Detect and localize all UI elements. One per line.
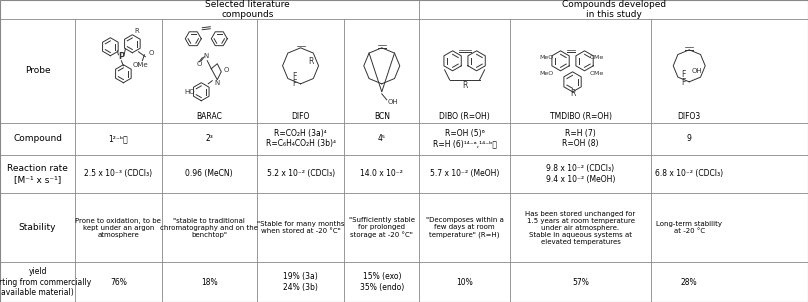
Text: 5.2 x 10⁻² (CDCl₃): 5.2 x 10⁻² (CDCl₃): [267, 169, 335, 178]
Text: R: R: [570, 89, 575, 98]
Text: OH: OH: [388, 99, 398, 105]
Text: "Stable for many months
when stored at -20 °C": "Stable for many months when stored at -…: [257, 221, 344, 234]
Text: yield
(starting from commercially
available material): yield (starting from commercially availa…: [0, 267, 91, 297]
Text: DIFO: DIFO: [292, 112, 309, 121]
Text: Stability: Stability: [19, 223, 57, 232]
Text: 10%: 10%: [457, 278, 473, 287]
Text: BCN: BCN: [374, 112, 389, 121]
Text: R: R: [309, 56, 314, 66]
Text: OMe: OMe: [589, 55, 604, 60]
Text: O: O: [149, 50, 154, 56]
Text: MeO: MeO: [540, 71, 553, 76]
Text: 18%: 18%: [201, 278, 217, 287]
Text: BARAC: BARAC: [196, 112, 222, 121]
Text: OH: OH: [692, 68, 702, 74]
Text: 9: 9: [687, 134, 692, 143]
Text: 0.96 (MeCN): 0.96 (MeCN): [186, 169, 233, 178]
Text: 1²⁻ᵇ⦰: 1²⁻ᵇ⦰: [108, 134, 128, 143]
Text: 14.0 x 10⁻²: 14.0 x 10⁻²: [360, 169, 403, 178]
Text: 19% (3a)
24% (3b): 19% (3a) 24% (3b): [283, 272, 318, 292]
Text: R: R: [462, 81, 467, 90]
Text: HO: HO: [184, 89, 195, 95]
Text: Selected literature
compounds: Selected literature compounds: [205, 0, 289, 19]
Text: F: F: [292, 79, 297, 88]
Text: "Sufficiently stable
for prolonged
storage at -20 °C": "Sufficiently stable for prolonged stora…: [349, 217, 415, 238]
Text: 2.5 x 10⁻³ (CDCl₃): 2.5 x 10⁻³ (CDCl₃): [84, 169, 153, 178]
Text: TMDIBO (R=OH): TMDIBO (R=OH): [549, 112, 612, 121]
Text: R=CO₂H (3a)⁴
R=C₆H₄CO₂H (3b)⁴: R=CO₂H (3a)⁴ R=C₆H₄CO₂H (3b)⁴: [266, 129, 335, 149]
Text: 15% (exo)
35% (endo): 15% (exo) 35% (endo): [360, 272, 404, 292]
Text: R: R: [134, 28, 139, 34]
Text: O: O: [196, 61, 202, 67]
Text: Reaction rate
[M⁻¹ x s⁻¹]: Reaction rate [M⁻¹ x s⁻¹]: [7, 164, 68, 184]
Text: Prone to oxidation, to be
kept under an argon
atmosphere: Prone to oxidation, to be kept under an …: [75, 218, 162, 238]
Text: "stable to traditional
chromatography and on the
benchtop": "stable to traditional chromatography an…: [160, 218, 259, 238]
Text: OMe: OMe: [589, 71, 604, 76]
Text: N: N: [204, 53, 209, 59]
Text: DIFO3: DIFO3: [678, 112, 701, 121]
Text: 6.8 x 10⁻² (CDCl₃): 6.8 x 10⁻² (CDCl₃): [655, 169, 723, 178]
Text: 5.7 x 10⁻² (MeOH): 5.7 x 10⁻² (MeOH): [430, 169, 499, 178]
Text: 28%: 28%: [681, 278, 697, 287]
Text: OMe: OMe: [133, 62, 148, 68]
Text: MeO: MeO: [540, 55, 553, 60]
Text: F: F: [681, 70, 685, 79]
Text: Compound: Compound: [13, 134, 62, 143]
Text: F: F: [681, 78, 685, 87]
Text: R=H (7)
R=OH (8): R=H (7) R=OH (8): [562, 129, 599, 149]
Text: F: F: [292, 72, 297, 81]
Text: Has been stored unchanged for
1.5 years at room temperature
under air atmosphere: Has been stored unchanged for 1.5 years …: [525, 211, 636, 245]
Text: 4⁵: 4⁵: [378, 134, 385, 143]
Text: 9.8 x 10⁻² (CDCl₃)
9.4 x 10⁻² (MeOH): 9.8 x 10⁻² (CDCl₃) 9.4 x 10⁻² (MeOH): [546, 164, 615, 184]
Text: 76%: 76%: [110, 278, 127, 287]
Text: 57%: 57%: [572, 278, 589, 287]
Text: DIBO (R=OH): DIBO (R=OH): [440, 112, 490, 121]
Text: N: N: [215, 80, 220, 86]
Text: Long-term stability
at -20 °C: Long-term stability at -20 °C: [656, 221, 722, 234]
Text: O: O: [223, 67, 229, 73]
Text: P: P: [118, 52, 124, 61]
Text: Compounds developed
in this study: Compounds developed in this study: [562, 0, 666, 19]
Text: "Decomposes within a
few days at room
temperature" (R=H): "Decomposes within a few days at room te…: [426, 217, 503, 238]
Text: R=OH (5)⁶
R=H (6)¹⁴⁻ᵃ,¹⁴⁻ᵇ⦰: R=OH (5)⁶ R=H (6)¹⁴⁻ᵃ,¹⁴⁻ᵇ⦰: [432, 129, 497, 149]
Text: Probe: Probe: [25, 66, 50, 75]
Text: 2³: 2³: [205, 134, 213, 143]
